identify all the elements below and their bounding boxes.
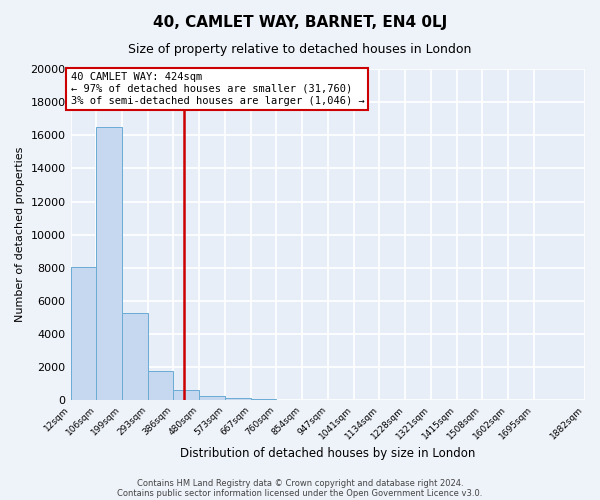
Text: Size of property relative to detached houses in London: Size of property relative to detached ho… — [128, 42, 472, 56]
Bar — [199, 396, 225, 400]
Bar — [122, 314, 148, 400]
Text: 40, CAMLET WAY, BARNET, EN4 0LJ: 40, CAMLET WAY, BARNET, EN4 0LJ — [153, 15, 447, 30]
Bar — [173, 390, 199, 400]
Text: Contains public sector information licensed under the Open Government Licence v3: Contains public sector information licen… — [118, 489, 482, 498]
Bar — [148, 372, 173, 400]
Text: 40 CAMLET WAY: 424sqm
← 97% of detached houses are smaller (31,760)
3% of semi-d: 40 CAMLET WAY: 424sqm ← 97% of detached … — [71, 72, 364, 106]
Bar — [97, 127, 122, 400]
Bar — [71, 267, 97, 400]
Text: Contains HM Land Registry data © Crown copyright and database right 2024.: Contains HM Land Registry data © Crown c… — [137, 480, 463, 488]
Y-axis label: Number of detached properties: Number of detached properties — [15, 147, 25, 322]
X-axis label: Distribution of detached houses by size in London: Distribution of detached houses by size … — [180, 447, 475, 460]
Bar — [225, 398, 251, 400]
Bar — [251, 399, 277, 400]
